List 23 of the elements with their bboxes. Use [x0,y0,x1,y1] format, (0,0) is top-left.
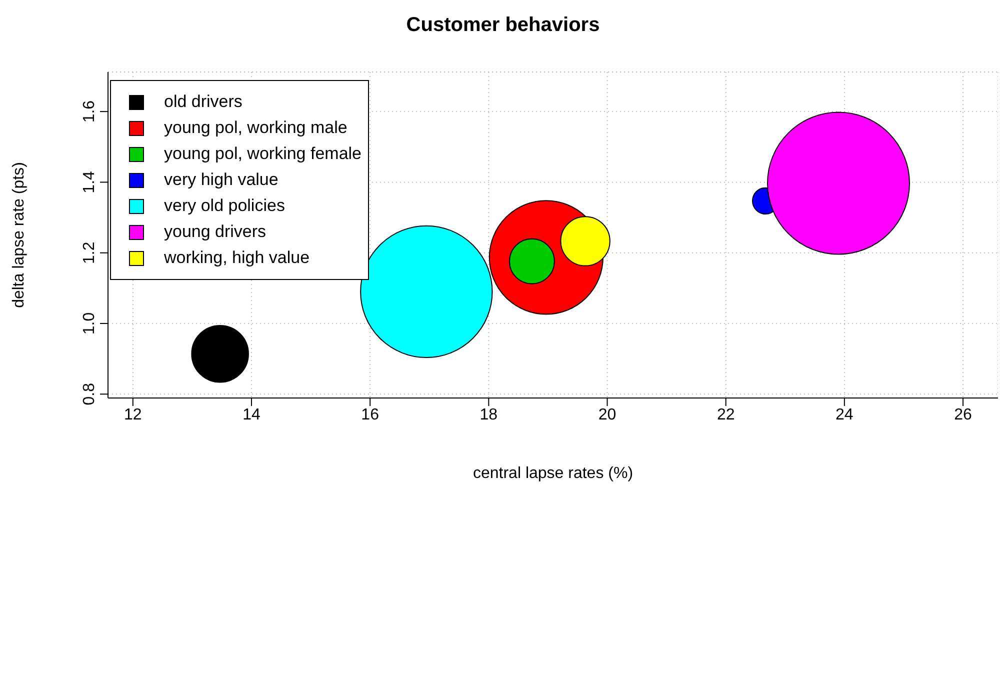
legend-label: very high value [164,170,278,190]
legend-label: very old policies [164,196,285,216]
x-tick-label: 20 [598,406,616,424]
x-tick-label: 22 [716,406,735,424]
x-axis-title: central lapse rates (%) [472,465,634,482]
y-tick-label: 0.8 [81,382,98,406]
x-tick-label: 18 [480,406,498,424]
legend-label: young pol, working male [164,118,348,138]
x-tick-label: 24 [836,406,854,424]
y-axis-title: delta lapse rate (pts) [10,162,28,308]
legend-label: young drivers [164,222,266,242]
legend-label: old drivers [164,92,242,112]
x-tick-label: 26 [954,406,972,424]
x-tick-label: 12 [124,406,142,424]
y-tick-label: 1.0 [81,312,98,335]
legend-label: working, high value [164,248,310,268]
chart-title: Customer behaviors [405,14,601,37]
y-tick-label: 1.6 [81,100,98,123]
y-tick-label: 1.4 [81,170,98,194]
legend-label: young pol, working female [164,144,362,164]
y-tick-label: 1.2 [81,242,98,264]
x-tick-label: 16 [361,406,380,424]
x-tick-label: 14 [242,406,260,424]
